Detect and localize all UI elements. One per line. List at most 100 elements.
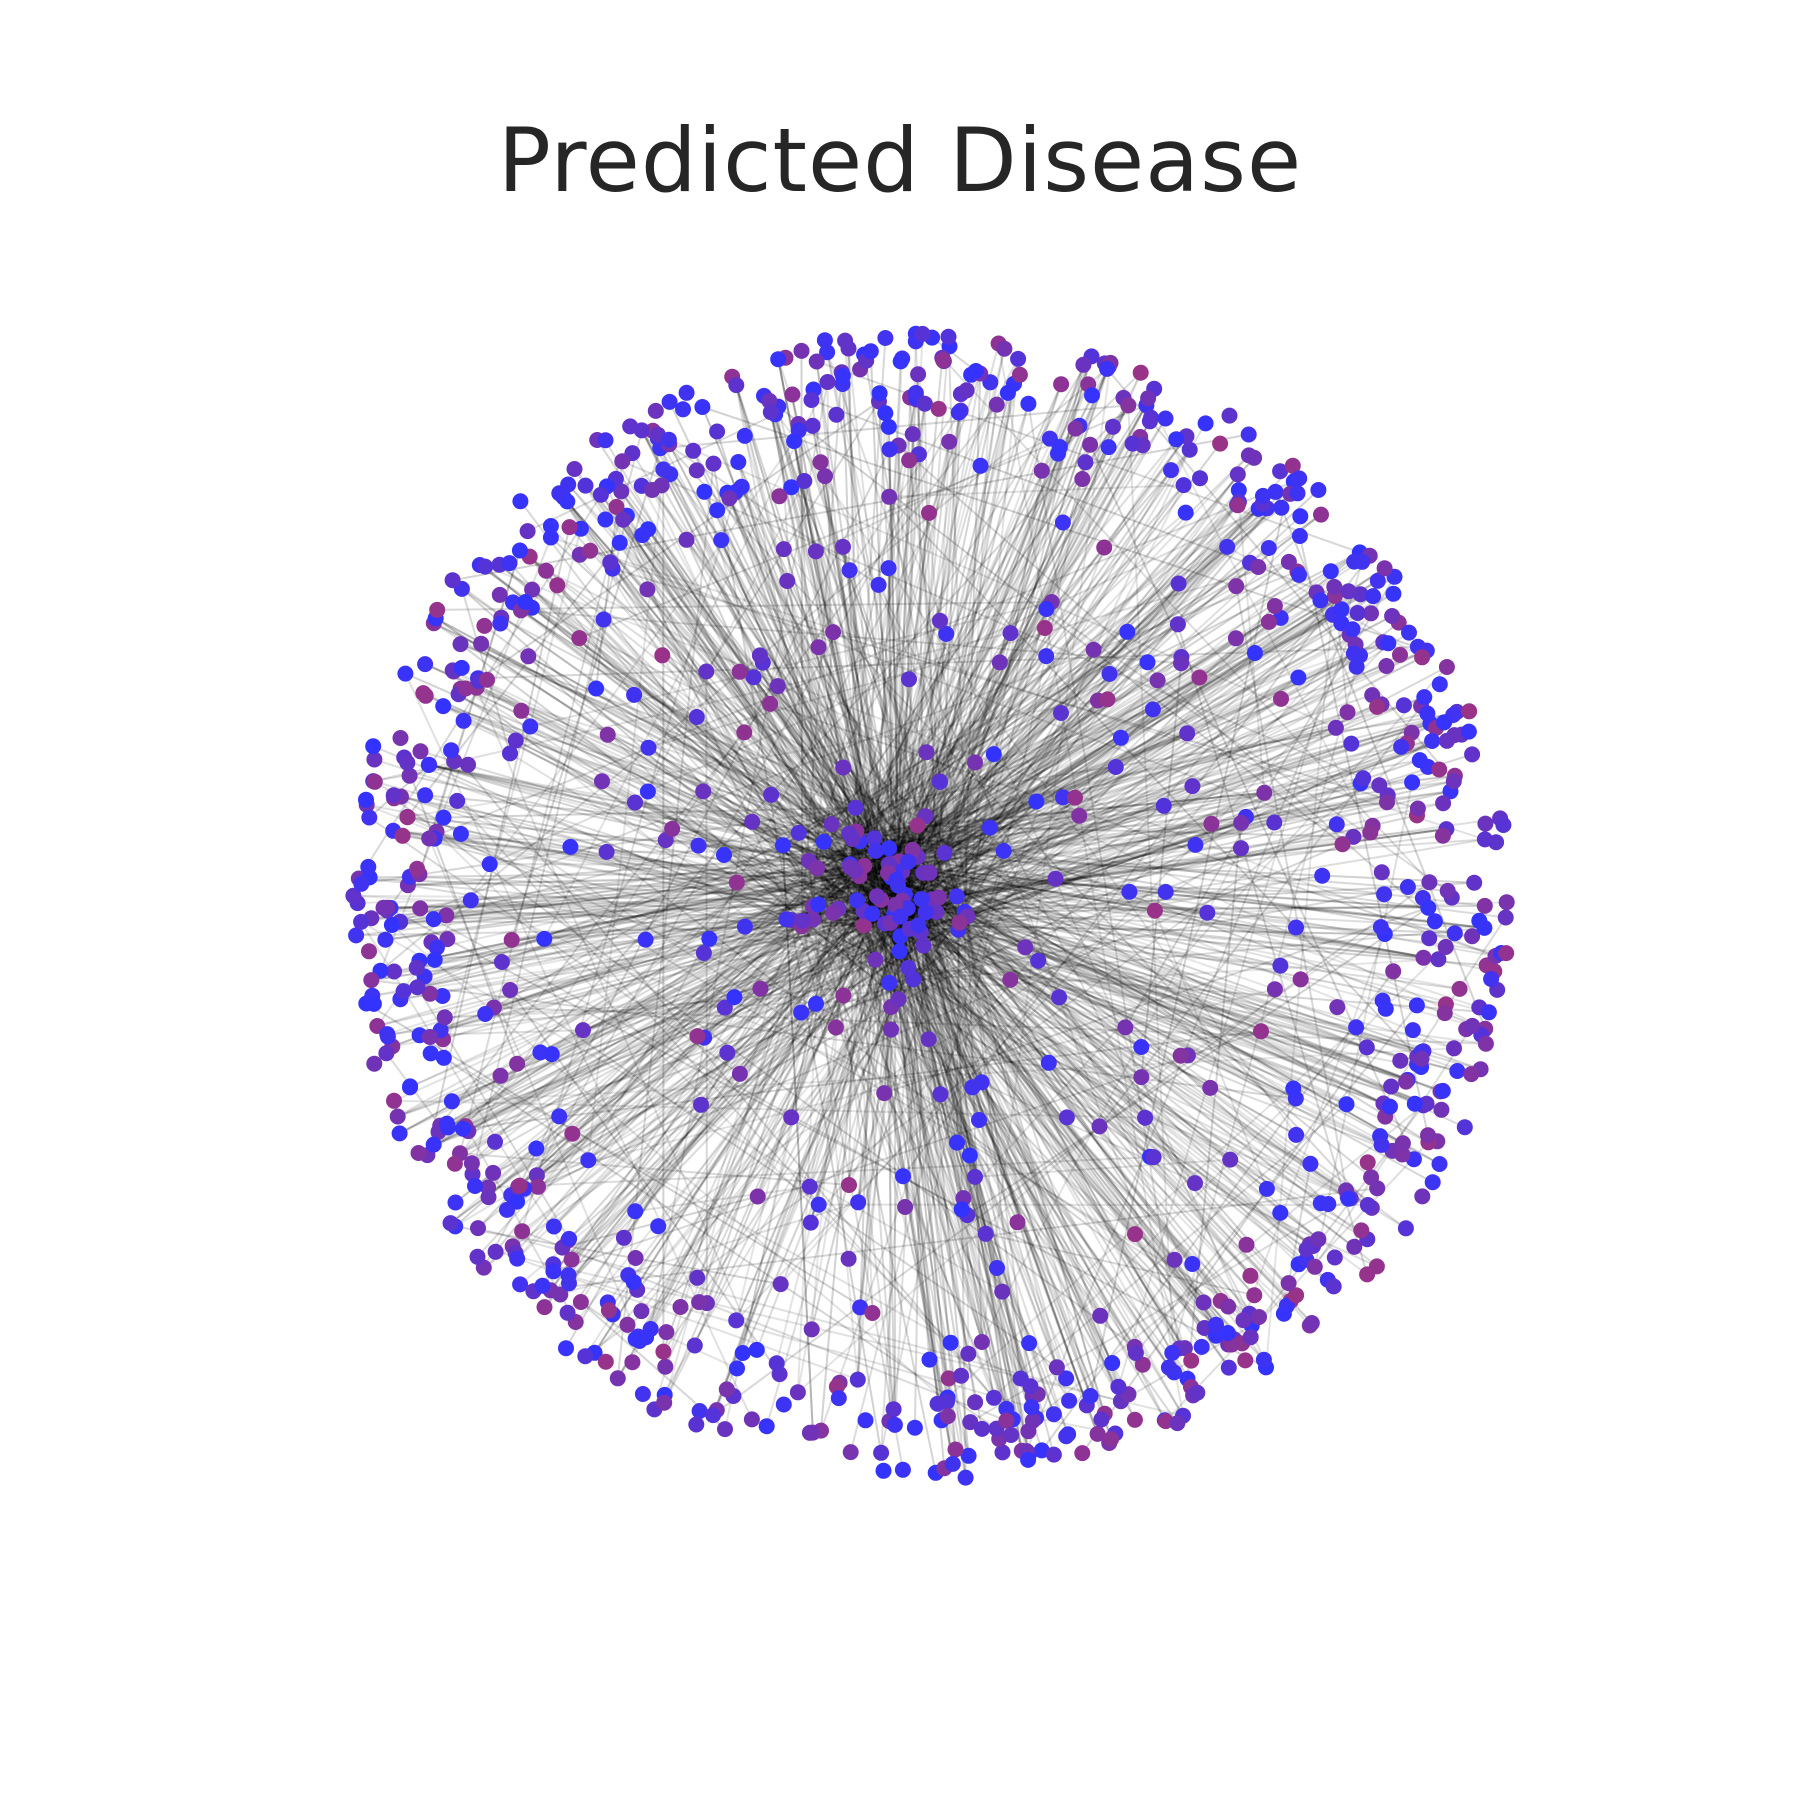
graph-edge: [647, 528, 825, 843]
graph-edge: [899, 711, 1348, 863]
graph-node: [408, 959, 425, 976]
graph-edge: [875, 850, 1101, 1128]
graph-edge: [893, 914, 1217, 1326]
graph-edge: [876, 896, 952, 1343]
graph-node: [1464, 1017, 1481, 1034]
graph-edge: [908, 928, 1229, 1346]
graph-node: [810, 896, 827, 913]
graph-edge: [907, 967, 1155, 1158]
graph-edge: [958, 921, 1143, 1078]
graph-edge: [898, 522, 1064, 862]
graph-edge: [943, 469, 1172, 854]
graph-node: [778, 911, 795, 928]
graph-edge: [527, 655, 1404, 1145]
graph-node: [545, 1218, 562, 1235]
graph-edge: [888, 872, 954, 1465]
graph-node: [394, 827, 411, 844]
graph-edge: [894, 903, 1297, 1100]
graph-edge: [797, 1054, 1182, 1394]
graph-node: [470, 1220, 486, 1237]
graph-edge: [763, 395, 1297, 1136]
graph-node: [1353, 1222, 1370, 1239]
graph-edge: [641, 534, 931, 874]
graph-edge: [793, 440, 878, 897]
graph-edge: [1081, 1046, 1368, 1454]
graph-edge: [726, 492, 895, 865]
graph-edge: [449, 912, 873, 1224]
graph-edge: [808, 860, 1229, 1334]
graph-edge: [447, 850, 877, 1129]
graph-edge: [851, 504, 1239, 840]
graph-edge: [880, 579, 1379, 901]
graph-edge: [657, 847, 1242, 1228]
graph-edge: [966, 916, 1022, 1379]
graph-edge: [974, 1158, 1231, 1178]
graph-edge: [665, 839, 1485, 929]
graph-node: [855, 917, 872, 934]
graph-node: [891, 943, 908, 960]
graph-node: [1445, 773, 1462, 790]
graph-node: [827, 1019, 844, 1036]
graph-edge: [740, 486, 901, 952]
graph-edge: [372, 745, 909, 969]
graph-edge: [849, 507, 1260, 865]
graph-node: [1434, 827, 1451, 844]
graph-node: [1345, 645, 1362, 662]
graph-node: [467, 1178, 483, 1194]
graph-edge: [943, 852, 1028, 1452]
graph-edge: [889, 922, 1058, 1368]
graph-node: [734, 1345, 751, 1361]
graph-node: [939, 1408, 956, 1425]
graph-edge: [958, 874, 1323, 931]
graph-node: [1424, 733, 1441, 749]
graph-edge: [531, 606, 903, 902]
graph-edge: [897, 383, 1063, 886]
graph-edge: [800, 833, 851, 1013]
graph-edge: [957, 652, 1256, 931]
graph-edge: [872, 912, 1487, 967]
graph-node: [948, 888, 965, 905]
graph-node: [881, 974, 898, 991]
graph-edge: [509, 989, 1058, 1369]
graph-edge: [888, 374, 1021, 874]
graph-edge: [482, 412, 960, 1269]
graph-node: [436, 1009, 453, 1026]
graph-edge: [842, 546, 889, 874]
graph-node: [960, 1447, 977, 1464]
graph-node: [536, 930, 553, 947]
graph-edge: [888, 496, 1265, 1361]
graph-node: [1498, 945, 1515, 962]
graph-edge: [897, 710, 1458, 887]
graph-node: [1258, 1180, 1275, 1197]
graph-node: [1107, 759, 1124, 775]
graph-node: [771, 488, 788, 505]
graph-node: [1421, 930, 1438, 947]
graph-node: [493, 954, 510, 970]
graph-edge: [775, 865, 901, 1364]
graph-edge: [816, 867, 1424, 959]
graph-edge: [587, 912, 873, 1161]
graph-edge: [438, 927, 911, 1133]
graph-node: [1273, 499, 1290, 516]
graph-edge: [895, 679, 910, 881]
graph-edge: [847, 348, 911, 930]
graph-edge: [887, 872, 1193, 1362]
graph-node: [1187, 836, 1204, 853]
graph-node: [769, 678, 786, 695]
graph-node: [1266, 981, 1283, 998]
graph-edge: [744, 925, 914, 981]
graph-edge: [875, 590, 1349, 852]
graph-node: [1377, 1000, 1394, 1017]
graph-edge: [935, 501, 1240, 913]
graph-edge: [898, 441, 951, 862]
graph-node: [801, 1424, 818, 1441]
graph-node: [935, 352, 952, 369]
graph-edge: [752, 676, 1372, 1179]
graph-edge: [698, 844, 1436, 923]
graph-edge: [712, 914, 896, 1416]
graph-edge: [906, 907, 1193, 1362]
graph-edge: [692, 450, 919, 826]
graph-edge: [817, 903, 1384, 1105]
graph-node: [1184, 1256, 1201, 1272]
graph-edge: [862, 925, 983, 1343]
